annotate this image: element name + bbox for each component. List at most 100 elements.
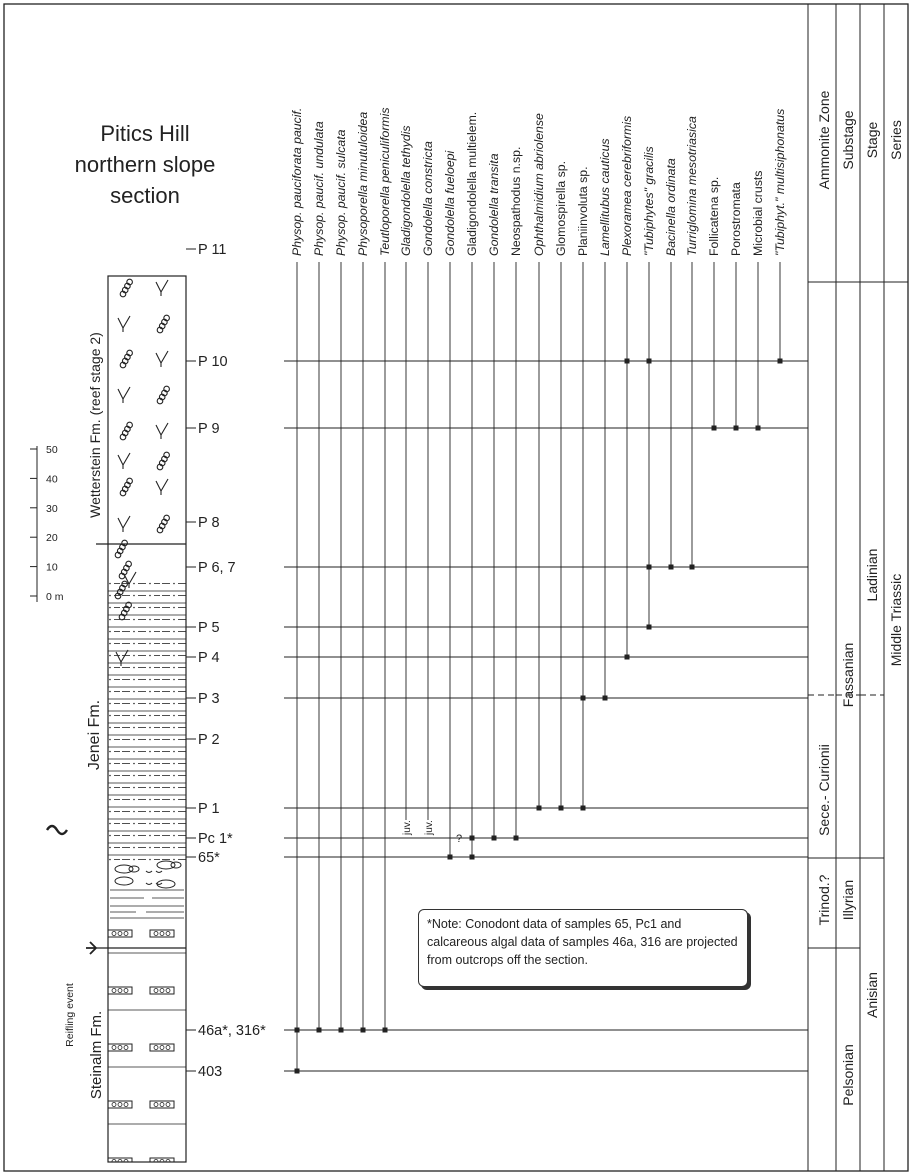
occurrence-marker xyxy=(646,564,652,570)
figure-frame xyxy=(3,3,909,1172)
sample-label: Pc 1* xyxy=(198,831,233,847)
taxon-name: Gondolella constricta xyxy=(421,141,435,256)
series-label: Middle Triassic xyxy=(888,574,904,667)
taxon-name: Gladigondolella multielem. xyxy=(465,112,479,256)
sponge-symbol xyxy=(163,385,170,393)
oolite-lenses xyxy=(114,860,182,889)
sample-levels: P 11 P 10 P 9 P 8 P 6, 7 P 5 P 4 P 3 P 2 P 1 Pc 1*… xyxy=(186,242,808,1080)
ammonite-zone-label: Sece.- Curionii xyxy=(816,744,832,836)
column-header: Stage xyxy=(864,121,880,158)
coral-symbol xyxy=(155,279,169,296)
taxon-name: Teutloporella peniculiformis xyxy=(378,107,392,256)
taxon-name: Bacinella ordinata xyxy=(664,158,678,256)
taxon-name: Physoporella minutuloidea xyxy=(356,112,370,256)
column-header: Series xyxy=(888,120,904,160)
sponge-symbol xyxy=(163,451,170,459)
sample-label: 403 xyxy=(198,1064,222,1080)
occurrence-marker xyxy=(513,835,519,841)
sample-label: P 10 xyxy=(198,354,228,370)
reifling-event-arrow xyxy=(86,941,98,955)
taxon-ranges: juv. juv.? xyxy=(294,262,783,1074)
sponge-symbol xyxy=(163,314,170,322)
occurrence-marker xyxy=(536,805,542,811)
sample-label: 65* xyxy=(198,850,220,866)
lithology-column-outline xyxy=(107,275,187,1163)
taxon-name: Physop. paucif. undulata xyxy=(312,121,326,256)
sample-label: P 4 xyxy=(198,650,220,666)
taxon-name: "Tubiphytes" gracilis xyxy=(642,146,656,256)
scale-bar: 0 m 10 20 30 40 50 xyxy=(30,444,64,603)
occurrence-marker xyxy=(646,358,652,364)
taxon-name: Gondolella transita xyxy=(487,153,501,256)
scale-label: 0 m xyxy=(46,591,64,603)
sponge-symbol xyxy=(126,421,133,429)
taxon-name: Physop. paucif. sulcata xyxy=(334,129,348,256)
scale-label: 10 xyxy=(46,562,58,574)
sample-label: P 8 xyxy=(198,515,220,531)
occurrence-marker xyxy=(447,854,453,860)
shale-interval xyxy=(110,889,184,919)
taxon-name: Porostromata xyxy=(729,182,743,256)
taxon-name: Planiinvoluta sp. xyxy=(576,166,590,256)
coral-symbol xyxy=(155,422,169,439)
formation-label: Wetterstein Fm. (reef stage 2) xyxy=(87,332,103,518)
substage-label: Pelsonian xyxy=(840,1044,856,1106)
taxa-headers: Physop. pauciforata paucif. Physop. pauci… xyxy=(290,107,787,256)
occurrence-marker xyxy=(294,1068,300,1074)
occurrence-marker xyxy=(491,835,497,841)
occurrence-marker xyxy=(580,695,586,701)
scale-label: 50 xyxy=(46,444,58,456)
lithology-column xyxy=(96,275,187,1163)
coral-symbol xyxy=(155,350,169,367)
scale-label: 30 xyxy=(46,503,58,515)
coral-symbol xyxy=(123,571,137,588)
juvenile-annotation: juv. xyxy=(402,820,413,836)
taxon-name: Gladigondolella tethydis xyxy=(399,125,413,256)
taxon-name: Neospathodus n.sp. xyxy=(509,147,523,256)
occurrence-marker xyxy=(646,624,652,630)
occurrence-marker xyxy=(382,1027,388,1033)
section-title-line: northern slope xyxy=(74,152,216,177)
formation-label: Steinalm Fm. xyxy=(88,1011,105,1099)
occurrence-marker xyxy=(602,695,608,701)
taxon-name: Microbial crusts xyxy=(751,171,765,256)
occurrence-marker xyxy=(777,358,783,364)
occurrence-marker xyxy=(689,564,695,570)
coral-symbol xyxy=(117,515,131,532)
coral-symbol xyxy=(117,452,131,469)
scale-label: 40 xyxy=(46,473,58,485)
occurrence-marker xyxy=(558,805,564,811)
occurrence-marker xyxy=(668,564,674,570)
occurrence-marker xyxy=(338,1027,344,1033)
sample-label: P 1 xyxy=(198,801,220,817)
juvenile-annotation: juv. xyxy=(424,820,435,836)
occurrence-marker xyxy=(711,425,717,431)
occurrence-marker xyxy=(469,854,475,860)
occurrence-marker xyxy=(294,1027,300,1033)
stage-label: Ladinian xyxy=(864,549,880,602)
formation-label: Jenei Fm. xyxy=(86,700,103,770)
taxon-name: Gondolella fueloepi xyxy=(443,149,457,256)
sponge-symbol xyxy=(126,477,133,485)
note-box: *Note: Conodont data of samples 65, Pc1 … xyxy=(418,909,748,987)
sponge-symbol xyxy=(163,514,170,522)
sample-label: P 5 xyxy=(198,620,220,636)
coral-symbol xyxy=(115,649,129,666)
coral-symbol xyxy=(155,478,169,495)
taxon-name: Lamellitubus cauticus xyxy=(598,138,612,256)
chronostratigraphy-columns xyxy=(807,4,908,1171)
substage-label: Fassanian xyxy=(840,643,856,708)
coral-symbol xyxy=(117,315,131,332)
ammonite-zone-label: Trinod.? xyxy=(816,874,832,925)
taxon-name: Glomospirella sp. xyxy=(554,161,568,256)
section-title-line: Pitics Hill xyxy=(100,121,190,146)
sponge-symbol xyxy=(126,349,133,357)
occurrence-marker xyxy=(316,1027,322,1033)
sample-label: P 3 xyxy=(198,691,220,707)
sample-label: P 11 xyxy=(198,242,227,258)
sample-label: P 9 xyxy=(198,421,220,437)
occurrence-marker xyxy=(580,805,586,811)
taxon-name: Plexoramea cerebriformis xyxy=(620,116,634,256)
stage-label: Anisian xyxy=(864,972,880,1018)
